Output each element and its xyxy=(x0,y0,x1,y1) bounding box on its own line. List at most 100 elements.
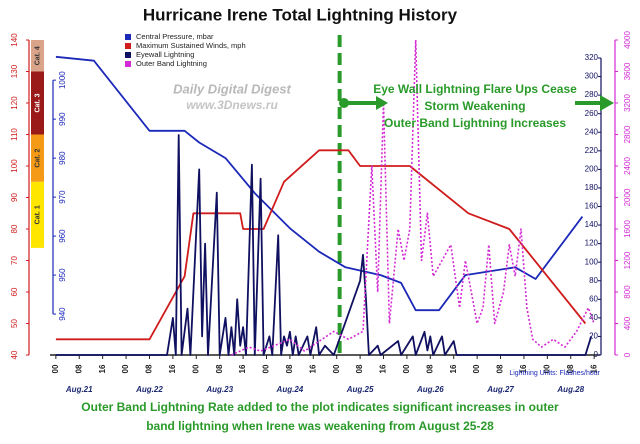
legend-swatch xyxy=(125,43,131,49)
y-tick-label: 4000 xyxy=(623,31,632,49)
caption: Outer Band Lightning Rate added to the p… xyxy=(81,400,559,414)
y-tick-label: 80 xyxy=(10,224,19,233)
series-line xyxy=(55,149,587,341)
category-label: Cat. 4 xyxy=(34,46,41,65)
category-band xyxy=(31,40,44,72)
series-line xyxy=(55,55,584,312)
y-tick-label: 110 xyxy=(10,128,19,141)
y-tick-label: 20 xyxy=(589,332,598,341)
y-tick-label: 140 xyxy=(585,220,599,229)
y-tick-label: 0 xyxy=(594,350,599,359)
date-label: Aug.21 xyxy=(65,385,93,394)
series-line xyxy=(231,39,595,356)
x-tick-label: 08 xyxy=(145,364,154,373)
x-tick-label: 00 xyxy=(51,364,60,373)
y-tick-label: 940 xyxy=(58,307,67,321)
date-label: Aug.27 xyxy=(486,385,514,394)
y-tick-label: 130 xyxy=(10,64,19,78)
x-tick-label: 08 xyxy=(566,364,575,373)
plot: Cat. 1 Cat. 2 Cat. 3 Cat. 4 40 50 60 70 80 90 100 1… xyxy=(10,31,632,395)
y-tick-label: 300 xyxy=(585,72,599,81)
watermark: www.3Dnews.ru xyxy=(186,98,278,112)
category-band xyxy=(31,181,44,248)
y-tick-label: 50 xyxy=(10,319,19,328)
annotation: Eye Wall Lightning Flare Ups Cease xyxy=(373,82,577,96)
x-tick-label: 08 xyxy=(425,364,434,373)
y-tick-label: 0 xyxy=(623,352,632,357)
y-tick-label: 320 xyxy=(585,53,599,62)
arrow-right xyxy=(575,95,614,111)
y-tick-label: 70 xyxy=(10,256,19,265)
legend-swatch xyxy=(125,52,131,58)
y-tick-label: 2400 xyxy=(623,157,632,175)
category-band xyxy=(31,134,44,182)
x-tick-label: 00 xyxy=(402,364,411,373)
category-label: Cat. 3 xyxy=(34,93,41,112)
x-tick-label: 16 xyxy=(168,364,177,373)
x-tick-label: 16 xyxy=(379,364,388,373)
x-tick-label: 08 xyxy=(496,364,505,373)
watermark: Daily Digital Digest xyxy=(173,81,291,96)
annotation: Storm Weakening xyxy=(424,99,525,113)
y-tick-label: 990 xyxy=(58,112,67,126)
y-tick-label: 90 xyxy=(10,193,19,202)
x-tick-label: 08 xyxy=(355,364,364,373)
x-tick-label: 08 xyxy=(215,364,224,373)
category-band xyxy=(31,71,44,135)
y-tick-label: 970 xyxy=(58,190,67,204)
x-tick-label: 16 xyxy=(449,364,458,373)
y-tick-label: 40 xyxy=(10,350,19,359)
date-label: Aug.23 xyxy=(205,385,233,394)
y-tick-label: 260 xyxy=(585,109,599,118)
x-tick-label: 00 xyxy=(542,364,551,373)
x-tick-label: 16 xyxy=(98,364,107,373)
y-tick-label: 2000 xyxy=(623,188,632,206)
date-label: Aug.22 xyxy=(135,385,163,394)
y-tick-label: 3200 xyxy=(623,94,632,112)
series-line xyxy=(55,134,593,356)
x-tick-label: 00 xyxy=(262,364,271,373)
y-tick-label: 240 xyxy=(585,127,599,136)
y-tick-label: 60 xyxy=(10,287,19,296)
date-label: Aug.25 xyxy=(346,385,374,394)
y-tick-label: 280 xyxy=(585,90,599,99)
y-tick-label: 800 xyxy=(623,285,632,299)
annotation: Outer Band Lightning Increases xyxy=(384,116,566,130)
x-tick-label: 16 xyxy=(238,364,247,373)
y-tick-label: 980 xyxy=(58,151,67,165)
y-tick-label: 950 xyxy=(58,268,67,282)
y-tick-label: 200 xyxy=(585,164,599,173)
y-tick-label: 60 xyxy=(589,294,598,303)
category-label: Cat. 1 xyxy=(34,205,41,224)
date-label: Aug.24 xyxy=(276,385,304,394)
y-tick-label: 80 xyxy=(589,276,598,285)
y-tick-label: 2800 xyxy=(623,125,632,143)
y-tick-label: 100 xyxy=(585,257,599,266)
y-tick-label: 40 xyxy=(589,313,598,322)
y-tick-label: 1200 xyxy=(623,251,632,269)
x-tick-label: 00 xyxy=(191,364,200,373)
x-tick-label: 08 xyxy=(285,364,294,373)
x-tick-label: 16 xyxy=(519,364,528,373)
x-tick-label: 08 xyxy=(74,364,83,373)
units-note: Lightning Units: Flashes/hour xyxy=(509,370,600,377)
legend-label: Central Pressure, mbar xyxy=(136,32,214,41)
y-tick-label: 1600 xyxy=(623,220,632,238)
y-tick-label: 120 xyxy=(10,96,19,110)
y-tick-label: 960 xyxy=(58,229,67,243)
legend-swatch xyxy=(125,34,131,40)
chart-title: Hurricane Irene Total Lightning History xyxy=(143,5,458,24)
x-tick-label: 00 xyxy=(332,364,341,373)
y-tick-label: 220 xyxy=(585,146,599,155)
legend-label: Maximum Sustained Winds, mph xyxy=(136,41,246,50)
y-tick-label: 100 xyxy=(10,159,19,173)
y-tick-label: 400 xyxy=(623,316,632,330)
y-tick-label: 140 xyxy=(10,33,19,47)
x-tick-label: 00 xyxy=(472,364,481,373)
date-label: Aug.28 xyxy=(556,385,584,394)
x-tick-label: 00 xyxy=(121,364,130,373)
legend-label: Outer Band Lightning xyxy=(136,59,207,68)
y-tick-label: 180 xyxy=(585,183,599,192)
